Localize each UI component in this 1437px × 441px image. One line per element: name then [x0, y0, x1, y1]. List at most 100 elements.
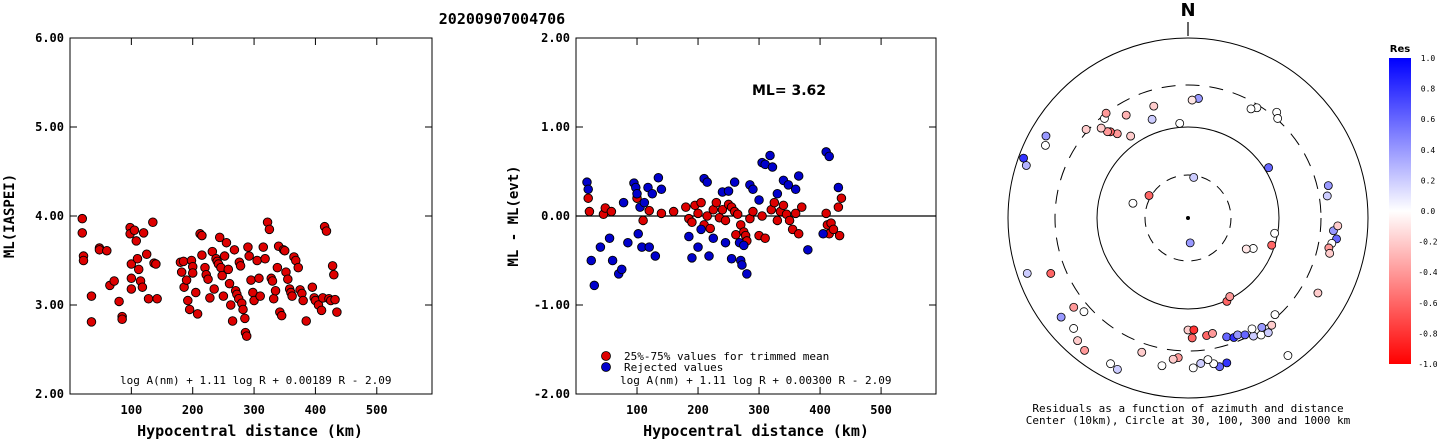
data-point [790, 184, 801, 195]
x-tick-label: 100 [121, 403, 143, 417]
data-point [639, 197, 650, 208]
data-point [254, 273, 264, 284]
data-point [656, 208, 667, 219]
data-point [772, 188, 783, 199]
station-point [1225, 292, 1235, 301]
data-point [287, 291, 297, 301]
data-point [684, 231, 694, 242]
station-point [1021, 161, 1031, 170]
data-point [260, 253, 270, 264]
data-point [836, 193, 847, 203]
ring-300km [1054, 84, 1322, 352]
data-point [769, 197, 780, 208]
station-point [1069, 302, 1079, 312]
data-point [226, 300, 236, 310]
data-point [748, 184, 758, 195]
x-tick-label: 400 [809, 403, 831, 417]
data-point [765, 150, 775, 161]
station-point [1157, 361, 1167, 371]
data-point [729, 177, 740, 187]
data-point [301, 316, 311, 326]
data-point [184, 304, 195, 315]
data-point [696, 224, 706, 235]
data-point [276, 310, 287, 321]
data-point [656, 184, 667, 195]
data-point [332, 307, 342, 317]
data-point [784, 215, 795, 226]
station-point [1270, 310, 1280, 320]
station-point [1323, 181, 1333, 191]
data-point [270, 286, 281, 296]
y-tick-label: -2.00 [534, 387, 570, 401]
data-point [86, 291, 97, 301]
data-point [176, 267, 187, 277]
ring-1000km [1007, 37, 1369, 399]
data-point [653, 172, 664, 183]
data-point [618, 197, 629, 208]
station-point [1246, 104, 1256, 114]
x-tick-label: 300 [748, 403, 770, 417]
data-point [793, 171, 804, 181]
colorbar-tick-label: -0.4 [1418, 268, 1437, 277]
data-point [668, 206, 679, 217]
data-point [824, 151, 834, 162]
data-point [604, 233, 615, 243]
data-point [772, 215, 783, 226]
station-point [1080, 345, 1089, 355]
ml-iaspei-panel: 100 200 300 400 500 2.00 3.00 4.00 5.00 6.00 ML(I… [2, 31, 433, 440]
station-point [1267, 320, 1277, 330]
data-point [197, 250, 207, 260]
data-point [77, 213, 88, 224]
data-point [178, 256, 189, 267]
data-point [209, 284, 219, 294]
data-point [589, 280, 600, 291]
data-point [778, 200, 789, 211]
station-point [1185, 238, 1195, 248]
colorbar-tick-label: 0.2 [1421, 176, 1436, 185]
data-point [818, 229, 828, 239]
y-tick-label: 0.00 [541, 209, 570, 223]
station-point [1313, 288, 1323, 298]
y-tick-label: 2.00 [35, 387, 64, 401]
colorbar-tick-label: 0.8 [1421, 85, 1436, 94]
data-point [217, 270, 227, 281]
data-point [644, 242, 654, 252]
data-point [732, 209, 743, 219]
data-point [197, 230, 207, 241]
data-point [191, 287, 201, 298]
data-point [327, 261, 338, 271]
legend-marker-rejected [601, 362, 611, 372]
data-point [114, 296, 124, 307]
data-point [803, 245, 813, 255]
station-point [1189, 325, 1199, 335]
y-axis-label: ML(IASPEI) [2, 174, 18, 258]
data-point [330, 294, 340, 305]
station-point [1073, 336, 1082, 346]
station-point [1144, 191, 1154, 200]
azimuth-distance-panel: N Residuals as a function of azimuth and… [1007, 0, 1369, 427]
station-point [1267, 240, 1277, 250]
data-point [783, 180, 794, 190]
data-point [702, 177, 712, 187]
data-point [243, 242, 253, 252]
station-point [1081, 125, 1091, 134]
data-point [696, 197, 706, 208]
station-point [1056, 312, 1066, 322]
y-tick-label: 3.00 [35, 298, 64, 312]
data-point [151, 259, 161, 269]
station-point [1203, 355, 1213, 365]
station-point [1233, 330, 1243, 340]
data-point [129, 225, 140, 235]
data-point [229, 245, 240, 255]
ml-residual-panel: 100 200 300 400 500 -2.00 -1.00 0.00 1.00 2.00 ML… [506, 31, 937, 440]
station-point [1283, 351, 1293, 360]
data-point [279, 245, 290, 256]
station-point [1019, 153, 1028, 163]
data-point [767, 162, 778, 172]
station-point [1249, 331, 1258, 341]
colorbar-tick-label: 1.0 [1421, 54, 1436, 63]
caption-line-1: Residuals as a function of azimuth and d… [1032, 402, 1343, 415]
colorbar-tick-label: -0.8 [1418, 329, 1437, 338]
station-point [1096, 123, 1106, 133]
station-point [1333, 221, 1343, 231]
